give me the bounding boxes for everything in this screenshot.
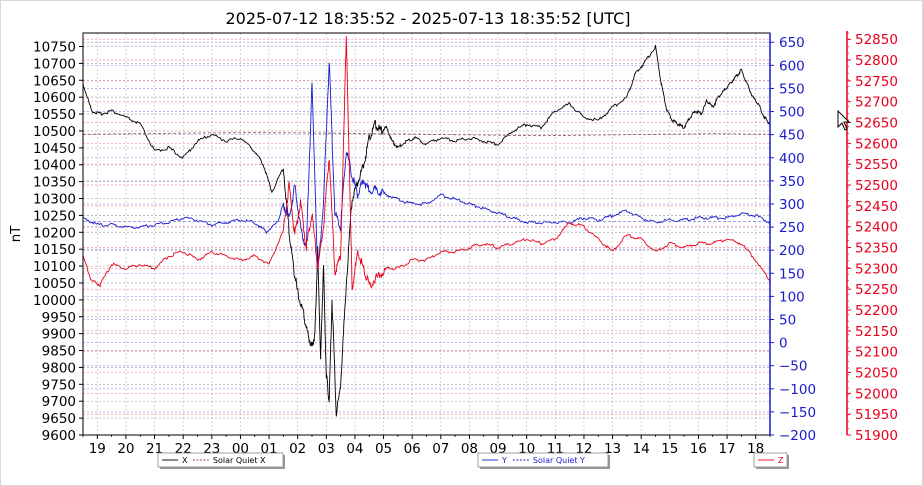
- x-tick-label: 16: [690, 441, 707, 457]
- x-tick-label: 19: [89, 441, 106, 457]
- y-blue-tick-label: 300: [779, 197, 805, 213]
- y-red-tick-label: 52400: [855, 220, 898, 236]
- y-left-tick-label: 9950: [42, 310, 76, 326]
- y-left-tick-label: 10050: [33, 276, 76, 292]
- y-blue-tick-label: 400: [779, 151, 805, 167]
- y-blue-tick-label: 0: [779, 336, 788, 352]
- y-red-tick-label: 52350: [855, 241, 898, 257]
- x-tick-label: 15: [661, 441, 678, 457]
- y-left-tick-label: 9750: [42, 377, 76, 393]
- y-left-tick-label: 9800: [42, 360, 76, 376]
- y-left-tick-label: 9850: [42, 344, 76, 360]
- y-red-tick-label: 52150: [855, 324, 898, 340]
- legend-frame: [157, 452, 284, 468]
- y-blue-tick-label: 450: [779, 128, 805, 144]
- series-line-z: [82, 36, 771, 291]
- y-blue-tick-label: −100: [779, 382, 816, 398]
- y-red-tick-label: 52050: [855, 366, 898, 382]
- y-left-tick-label: 9700: [42, 394, 76, 410]
- legend-label: Z: [778, 456, 784, 465]
- y-left-tick-label: 10700: [33, 56, 76, 72]
- y-blue-tick-label: 50: [779, 312, 796, 328]
- legend-label: Y: [501, 456, 507, 465]
- y-red-tick-label: 52650: [855, 116, 898, 132]
- y-blue-tick-label: 150: [779, 266, 805, 282]
- y-axis-label: nT: [8, 225, 24, 243]
- series-line-x: [82, 45, 771, 417]
- y-red-tick-label: 52000: [855, 386, 898, 402]
- y-left-tick-label: 10000: [33, 293, 76, 309]
- x-tick-label: 07: [432, 441, 449, 457]
- x-tick-label: 14: [633, 441, 650, 457]
- x-tick-label: 06: [404, 441, 421, 457]
- series-group: [82, 36, 771, 417]
- y-blue-tick-label: −150: [779, 405, 816, 421]
- y-blue-tick-label: 500: [779, 105, 805, 121]
- y-left-tick-label: 10250: [33, 208, 76, 224]
- y-left-tick-label: 9900: [42, 327, 76, 343]
- y-red-tick-label: 51900: [855, 428, 898, 444]
- y-red-tick-label: 52700: [855, 95, 898, 111]
- y-left-tick-label: 10400: [33, 158, 76, 174]
- y-red-tick-label: 52800: [855, 53, 898, 69]
- y-blue-tick-label: 350: [779, 174, 805, 190]
- y-red-tick-label: 52600: [855, 136, 898, 152]
- x-tick-label: 02: [289, 441, 306, 457]
- y-left-tick-label: 10550: [33, 107, 76, 123]
- x-tick-label: 17: [718, 441, 735, 457]
- x-tick-label: 05: [375, 441, 392, 457]
- y-blue-tick-label: 550: [779, 81, 805, 97]
- y-red-tick-label: 51950: [855, 407, 898, 423]
- y-blue-tick-label: −200: [779, 428, 816, 444]
- y-left-tick-label: 9650: [42, 411, 76, 427]
- x-tick-label: 08: [461, 441, 478, 457]
- grid: [83, 33, 770, 436]
- y-blue-tick-label: 100: [779, 289, 805, 305]
- y-left-tick-label: 10750: [33, 40, 76, 56]
- y-left-tick-label: 10450: [33, 141, 76, 157]
- y-left-tick-label: 10300: [33, 192, 76, 208]
- y-red-tick-label: 52200: [855, 303, 898, 319]
- y-red-tick-label: 52300: [855, 261, 898, 277]
- y-left-tick-label: 10100: [33, 259, 76, 275]
- series-line-solar-quiet-x: [82, 132, 771, 137]
- legend-frame: [477, 452, 609, 468]
- x-tick-label: 04: [346, 441, 363, 457]
- y-red-tick-label: 52500: [855, 178, 898, 194]
- x-tick-label: 20: [117, 441, 134, 457]
- legend-box: Y Solar Quiet Y: [477, 452, 610, 469]
- legend-box: Z: [753, 452, 789, 469]
- axes: 19 20 21 22 23 00 01 02 03 04 05 06 07 08 09 10 11 12 13 14…: [33, 31, 898, 457]
- series-line-y: [82, 62, 771, 271]
- y-left-tick-label: 10350: [33, 175, 76, 191]
- y-red-tick-label: 52100: [855, 345, 898, 361]
- legend-box: X Solar Quiet X: [157, 452, 285, 469]
- y-blue-tick-label: 600: [779, 58, 805, 74]
- y-blue-tick-label: 250: [779, 220, 805, 236]
- y-blue-tick-label: 200: [779, 243, 805, 259]
- legends: X Solar Quiet X Y Solar Quiet Y Z: [157, 452, 789, 469]
- y-left-tick-label: 10150: [33, 242, 76, 258]
- plot-area-border: [82, 32, 771, 436]
- y-left-tick-label: 10200: [33, 225, 76, 241]
- legend-label: Solar Quiet X: [213, 456, 266, 465]
- y-left-tick-label: 9600: [42, 428, 76, 444]
- y-left-tick-label: 10650: [33, 73, 76, 89]
- y-red-tick-label: 52550: [855, 157, 898, 173]
- y-blue-tick-label: −50: [779, 359, 808, 375]
- legend-label: X: [182, 456, 188, 465]
- y-red-tick-label: 52850: [855, 32, 898, 48]
- legend-label: Solar Quiet Y: [533, 456, 585, 465]
- mouse-cursor-icon: [837, 110, 851, 131]
- y-red-tick-label: 52250: [855, 282, 898, 298]
- chart-title: 2025-07-12 18:35:52 - 2025-07-13 18:35:5…: [225, 9, 630, 28]
- y-left-tick-label: 10500: [33, 124, 76, 140]
- x-tick-label: 03: [318, 441, 335, 457]
- y-red-tick-label: 52450: [855, 199, 898, 215]
- y-red-tick-label: 52750: [855, 74, 898, 90]
- y-left-tick-label: 10600: [33, 90, 76, 106]
- y-blue-tick-label: 650: [779, 35, 805, 51]
